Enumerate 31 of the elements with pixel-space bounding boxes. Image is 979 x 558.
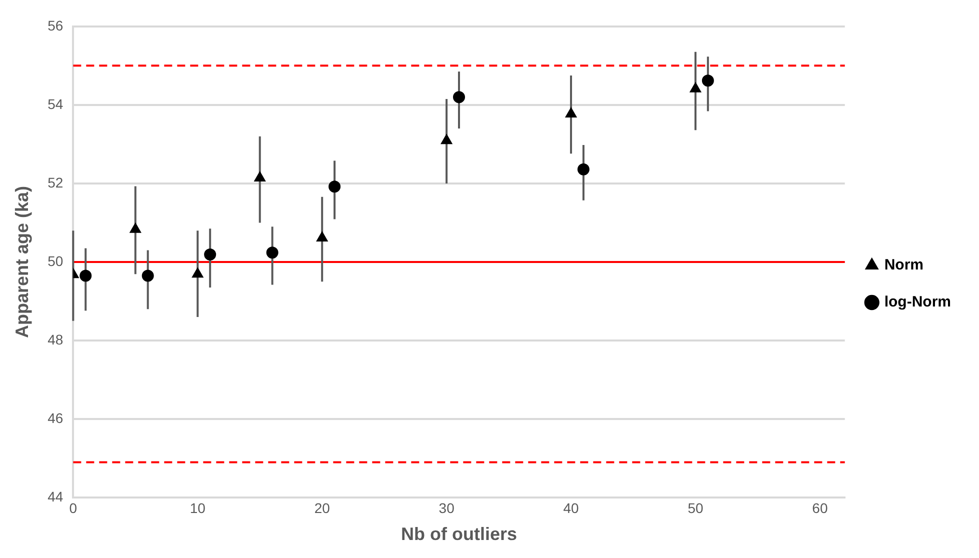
point [565, 107, 577, 118]
x-tick-label: 30 [438, 500, 455, 516]
legend-label: log-Norm [884, 294, 952, 311]
x-axis-title: Nb of outliers [401, 524, 518, 544]
point [266, 246, 278, 259]
point [328, 180, 341, 193]
x-tick-label: 50 [688, 500, 704, 516]
point [690, 82, 702, 92]
point [254, 171, 266, 182]
y-tick-label: 50 [48, 252, 64, 269]
point [440, 134, 452, 144]
point [577, 163, 590, 176]
x-tick-label: 10 [190, 500, 206, 516]
y-tick-label: 44 [48, 488, 64, 504]
point [80, 270, 92, 282]
x-tick-label: 40 [563, 500, 580, 516]
point [142, 270, 154, 282]
y-tick-label: 48 [48, 331, 64, 348]
legend-label: Norm [884, 256, 924, 274]
point [316, 232, 328, 242]
y-tick-label: 54 [48, 96, 64, 112]
point [130, 222, 142, 233]
x-tick-label: 0 [69, 500, 78, 516]
x-tick-label: 60 [812, 500, 828, 516]
x-tick-label: 20 [314, 500, 330, 516]
point [192, 268, 204, 278]
y-tick-label: 56 [48, 17, 64, 34]
y-axis-title: Apparent age (ka) [12, 186, 32, 338]
y-tick-label: 52 [48, 174, 64, 190]
point [204, 248, 216, 261]
y-tick-label: 46 [48, 410, 64, 426]
